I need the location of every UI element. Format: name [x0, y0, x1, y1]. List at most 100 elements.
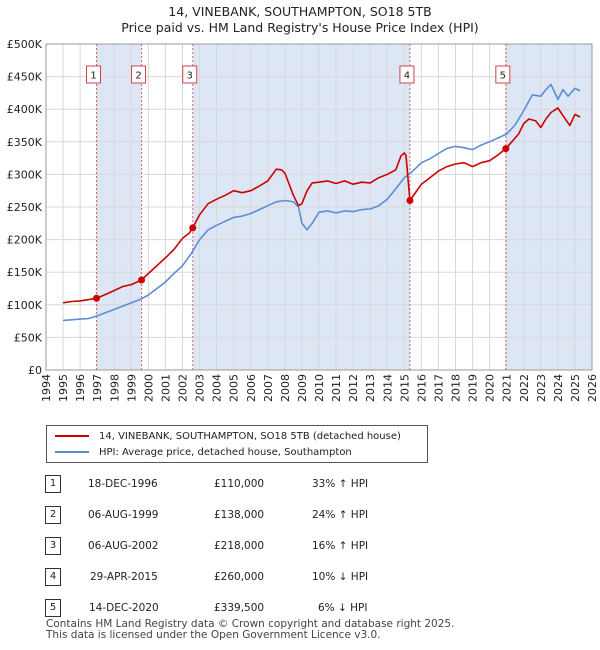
legend-item-hpi: HPI: Average price, detached house, Sout…	[55, 445, 352, 459]
row-date: 18-DEC-1996	[88, 478, 158, 490]
transaction-badge-label: 2	[135, 71, 141, 82]
row-date: 29-APR-2015	[90, 571, 158, 583]
legend-red-swatch	[55, 435, 89, 437]
row-badge: 2	[45, 506, 61, 524]
x-tick-label: 2024	[552, 374, 565, 402]
x-tick-label: 1999	[125, 374, 138, 402]
y-tick-label: £100K	[7, 299, 43, 312]
x-tick-label: 2009	[296, 374, 309, 402]
y-tick-label: £450K	[7, 71, 43, 84]
transaction-badge	[399, 65, 415, 84]
table-row: 1 18-DEC-1996 £110,000 33% ↑ HPI	[0, 475, 600, 493]
x-tick-label: 2003	[194, 374, 207, 402]
row-date: 06-AUG-2002	[88, 540, 159, 552]
x-tick-label: 1998	[108, 374, 121, 402]
plot-frame	[45, 43, 593, 371]
x-tick-label: 2014	[381, 374, 394, 402]
row-price: £138,000	[214, 509, 265, 521]
x-tick-label: 2021	[501, 374, 514, 402]
transaction-point	[138, 276, 146, 284]
y-tick-label: £300K	[7, 168, 43, 181]
x-tick-label: 2011	[330, 374, 343, 402]
footer: Contains HM Land Registry data © Crown c…	[46, 619, 454, 641]
row-date: 06-AUG-1999	[88, 509, 159, 521]
x-tick-label: 2018	[450, 374, 463, 402]
table-row: 5 14-DEC-2020 £339,500 6% ↓ HPI	[0, 599, 600, 617]
x-tick-label: 2023	[535, 374, 548, 402]
y-tick-label: £200K	[7, 234, 43, 247]
legend-item-property: 14, VINEBANK, SOUTHAMPTON, SO18 5TB (det…	[55, 429, 401, 443]
x-tick-label: 2010	[313, 374, 326, 402]
row-hpi: 10% ↓ HPI	[312, 571, 369, 583]
legend-label-property: 14, VINEBANK, SOUTHAMPTON, SO18 5TB (det…	[99, 430, 401, 442]
x-tick-label: 2025	[569, 374, 582, 402]
y-tick-label: £250K	[7, 201, 43, 214]
transaction-badge	[86, 65, 102, 84]
transaction-badge-label: 1	[90, 71, 96, 82]
x-tick-label: 2020	[484, 374, 497, 402]
footer-line-2: This data is licensed under the Open Gov…	[46, 629, 381, 641]
y-tick-label: £50K	[14, 331, 43, 344]
transaction-badge	[182, 65, 198, 84]
x-tick-label: 2019	[467, 374, 480, 402]
transaction-badge-label: 3	[187, 71, 193, 82]
x-tick-label: 2026	[586, 374, 599, 402]
row-badge: 3	[45, 537, 61, 555]
table-row: 3 06-AUG-2002 £218,000 16% ↑ HPI	[0, 537, 600, 555]
x-tick-label: 2016	[415, 374, 428, 402]
transaction-point	[189, 224, 197, 232]
x-tick-label: 2006	[245, 374, 258, 402]
x-tick-label: 2015	[398, 374, 411, 402]
x-tick-label: 2007	[262, 374, 275, 402]
property-price-line	[62, 107, 581, 304]
transaction-badge-label: 5	[500, 71, 506, 82]
x-tick-label: 2005	[228, 374, 241, 402]
x-tick-label: 1997	[91, 374, 104, 402]
x-tick-label: 2017	[432, 374, 445, 402]
table-row: 2 06-AUG-1999 £138,000 24% ↑ HPI	[0, 506, 600, 524]
y-tick-label: £350K	[7, 136, 43, 149]
transaction-badge	[495, 65, 511, 84]
legend-label-hpi: HPI: Average price, detached house, Sout…	[99, 446, 352, 458]
row-badge: 1	[45, 475, 61, 493]
x-tick-label: 2013	[364, 374, 377, 402]
row-price: £110,000	[214, 478, 265, 490]
transaction-badge	[131, 65, 147, 84]
x-tick-label: 2000	[142, 374, 155, 402]
transaction-point	[93, 294, 101, 302]
row-hpi: 16% ↑ HPI	[312, 540, 369, 552]
x-tick-label: 2001	[159, 374, 172, 402]
y-tick-label: £500K	[7, 38, 43, 51]
transaction-point	[406, 196, 414, 204]
x-tick-label: 2012	[347, 374, 360, 402]
x-tick-label: 2008	[279, 374, 292, 402]
row-hpi: 6% ↓ HPI	[318, 602, 368, 614]
footer-line-1: Contains HM Land Registry data © Crown c…	[46, 618, 455, 630]
x-tick-label: 1994	[40, 374, 53, 402]
row-price: £260,000	[214, 571, 265, 583]
row-price: £218,000	[214, 540, 265, 552]
chart-title: 14, VINEBANK, SOUTHAMPTON, SO18 5TB	[168, 4, 432, 19]
x-tick-label: 2004	[211, 374, 224, 402]
x-tick-label: 2002	[177, 374, 190, 402]
legend-blue-swatch	[55, 451, 89, 453]
hpi-line	[63, 83, 581, 322]
row-hpi: 33% ↑ HPI	[312, 478, 369, 490]
x-tick-label: 1995	[57, 374, 70, 402]
price-chart: £0 £50K £100K £150K £200K £250K £300K £350K £400…	[7, 38, 599, 402]
legend: 14, VINEBANK, SOUTHAMPTON, SO18 5TB (det…	[46, 425, 428, 463]
x-tick-label: 1996	[74, 374, 87, 402]
row-date: 14-DEC-2020	[89, 602, 159, 614]
chart-subtitle: Price paid vs. HM Land Registry's House …	[121, 20, 479, 35]
row-price: £339,500	[214, 602, 265, 614]
row-hpi: 24% ↑ HPI	[312, 509, 369, 521]
transaction-point	[502, 145, 510, 153]
row-badge: 5	[45, 599, 61, 617]
y-tick-label: £0	[28, 364, 42, 377]
y-tick-label: £400K	[7, 103, 43, 116]
transaction-badge-label: 4	[404, 71, 410, 82]
row-badge: 4	[45, 568, 61, 586]
y-tick-label: £150K	[7, 266, 43, 279]
x-tick-label: 2022	[518, 374, 531, 402]
table-row: 4 29-APR-2015 £260,000 10% ↓ HPI	[0, 568, 600, 586]
